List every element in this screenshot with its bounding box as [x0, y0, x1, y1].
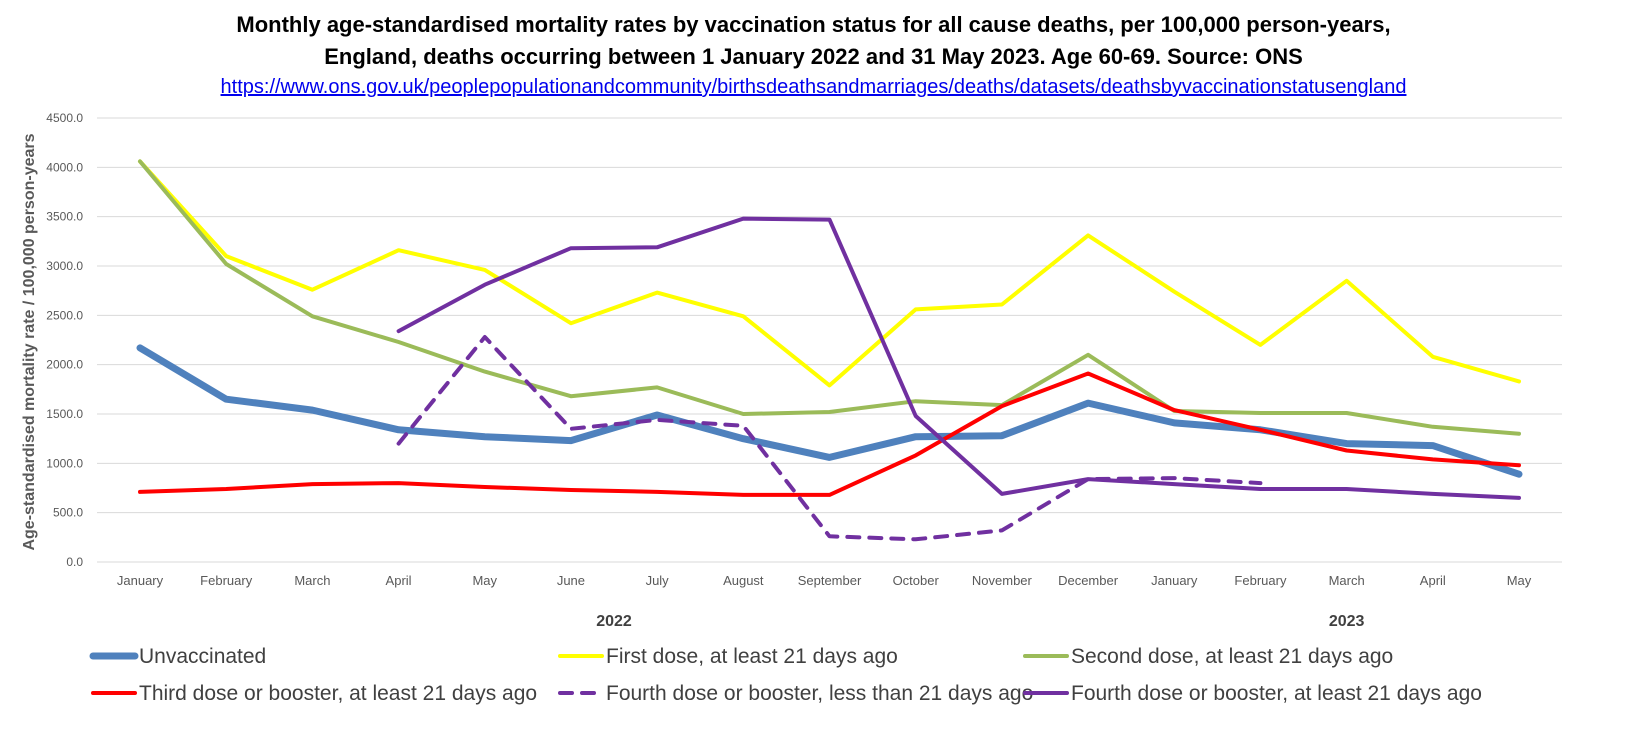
series-line-second-dose-at-least-21-days-ago [138, 159, 1521, 436]
x-tick-label: May [1507, 573, 1532, 588]
x-tick-label: November [972, 573, 1033, 588]
y-tick-label: 3500.0 [46, 210, 83, 224]
series-lines [136, 159, 1523, 542]
y-tick-label: 500.0 [53, 506, 83, 520]
y-tick-label: 1000.0 [46, 456, 83, 470]
x-tick-label: September [798, 573, 862, 588]
y-axis-label: Age-standardised mortality rate / 100,00… [21, 133, 38, 550]
legend-label: Second dose, at least 21 days ago [1071, 645, 1393, 668]
series-line-first-dose-at-least-21-days-ago [138, 159, 1521, 388]
chart-title-line-1: Monthly age-standardised mortality rates… [236, 12, 1391, 37]
legend-label: Fourth dose or booster, less than 21 day… [606, 682, 1033, 705]
x-tick-label: February [1234, 573, 1287, 588]
y-tick-label: 2000.0 [46, 358, 83, 372]
x-tick-label: January [1151, 573, 1198, 588]
x-axis-ticks: January February March April May June July Augu… [117, 573, 1532, 588]
legend-label: Third dose or booster, at least 21 days … [139, 682, 537, 705]
series-line-third-dose-or-booster-at-least-21-days-ago [138, 371, 1521, 497]
y-tick-label: 4500.0 [46, 111, 83, 125]
x-tick-label: April [386, 573, 412, 588]
x-tick-label: October [893, 573, 940, 588]
y-tick-label: 2500.0 [46, 308, 83, 322]
x-tick-label: March [294, 573, 330, 588]
legend-label: Fourth dose or booster, at least 21 days… [1071, 682, 1482, 705]
series-line-unvaccinated [136, 344, 1523, 478]
x-axis-year-groups: 2022 2023 [596, 613, 1364, 630]
year-group-label: 2022 [596, 613, 632, 630]
source-link[interactable]: https://www.ons.gov.uk/peoplepopulationa… [220, 76, 1407, 98]
y-tick-label: 4000.0 [46, 160, 83, 174]
y-axis-ticks: 0.0 500.0 1000.0 1500.0 2000.0 2500.0 3000.0 35… [46, 111, 83, 569]
y-tick-label: 1500.0 [46, 407, 83, 421]
series-line-fourth-dose-or-booster-at-least-21-days-ago [396, 216, 1521, 500]
x-tick-label: August [723, 573, 764, 588]
y-tick-label: 3000.0 [46, 259, 83, 273]
x-tick-label: April [1420, 573, 1446, 588]
x-tick-label: December [1058, 573, 1119, 588]
x-tick-label: July [646, 573, 670, 588]
x-tick-label: May [472, 573, 497, 588]
legend-label: First dose, at least 21 days ago [606, 645, 898, 668]
legend: Unvaccinated First dose, at least 21 days… [89, 645, 1482, 705]
x-tick-label: January [117, 573, 164, 588]
chart-title-line-2: England, deaths occurring between 1 Janu… [324, 44, 1303, 69]
legend-label: Unvaccinated [139, 645, 266, 668]
x-tick-label: February [200, 573, 253, 588]
year-group-label: 2023 [1329, 613, 1365, 630]
x-tick-label: June [557, 573, 585, 588]
y-tick-label: 0.0 [66, 555, 83, 569]
x-tick-label: March [1329, 573, 1365, 588]
